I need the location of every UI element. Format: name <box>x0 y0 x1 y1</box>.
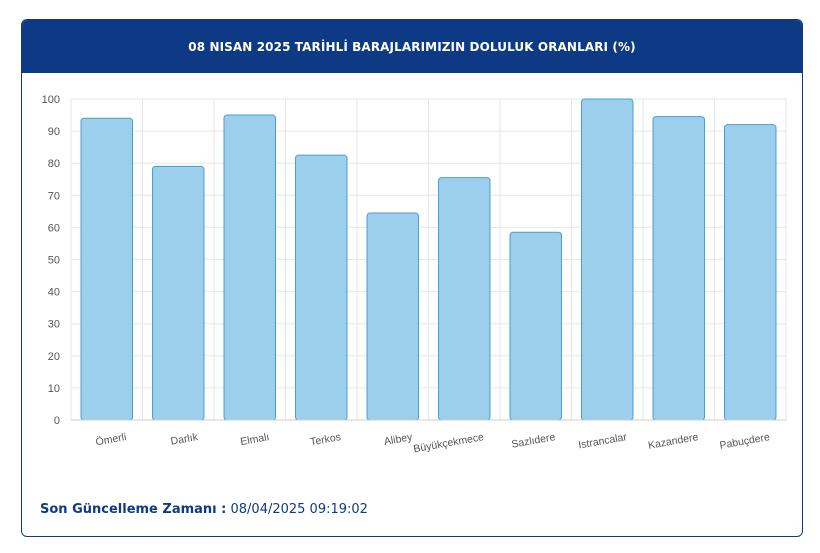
x-tick-label: Terkos <box>309 431 342 448</box>
chart-area: 0 10 20 30 40 50 60 70 80 90 100 Ömerli Darlık Elmalı… <box>22 73 802 473</box>
y-tick-label: 0 <box>54 415 60 427</box>
x-tick-label: Darlık <box>170 431 200 448</box>
y-tick-label: 80 <box>48 158 60 170</box>
y-tick-label: 50 <box>48 255 60 267</box>
y-tick-label: 60 <box>48 222 60 234</box>
chart-title: 08 NISAN 2025 TARİHLİ BARAJLARIMIZIN DOL… <box>188 39 636 54</box>
y-tick-label: 30 <box>48 319 60 331</box>
last-update: Son Güncelleme Zamanı : 08/04/2025 09:19… <box>40 502 368 517</box>
last-update-value: 08/04/2025 09:19:02 <box>230 502 368 517</box>
bar <box>366 212 419 421</box>
x-tick-label: Büyükçekmece <box>413 431 485 455</box>
y-tick-label: 100 <box>42 94 60 106</box>
chart-header: 08 NISAN 2025 TARİHLİ BARAJLARIMIZIN DOL… <box>22 20 802 73</box>
bar <box>152 165 205 421</box>
y-tick-label: 40 <box>48 287 60 299</box>
bar <box>223 114 276 421</box>
y-tick-label: 90 <box>48 126 60 138</box>
y-tick-label: 10 <box>48 383 60 395</box>
last-update-label: Son Güncelleme Zamanı : <box>40 502 227 517</box>
x-tick-label: Elmalı <box>239 431 270 448</box>
bar <box>652 116 705 421</box>
bar <box>295 154 348 421</box>
bar-chart: 0 10 20 30 40 50 60 70 80 90 100 Ömerli Darlık Elmalı… <box>42 94 787 455</box>
x-tick-label: Ömerli <box>95 431 128 448</box>
x-tick-label: Alibey <box>383 431 414 448</box>
y-tick-label: 70 <box>48 190 60 202</box>
y-tick-label: 20 <box>48 351 60 363</box>
bar <box>509 231 562 421</box>
chart-card: 08 NISAN 2025 TARİHLİ BARAJLARIMIZIN DOL… <box>21 19 803 537</box>
bar <box>438 177 491 421</box>
bar <box>724 124 777 421</box>
x-tick-label: Kazandere <box>647 431 699 452</box>
x-tick-label: Sazlıdere <box>511 431 557 451</box>
x-tick-label: Pabuçdere <box>719 431 771 452</box>
x-tick-label: Istrancalar <box>577 431 628 451</box>
bar <box>581 98 634 421</box>
bar <box>80 117 133 421</box>
